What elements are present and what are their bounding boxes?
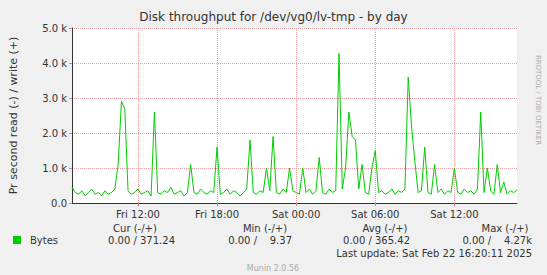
svg-text:Sat 06:00: Sat 06:00 xyxy=(351,209,399,220)
svg-text:0.00 / 4.27k: 0.00 / 4.27k xyxy=(462,235,532,246)
svg-text:2.0 k: 2.0 k xyxy=(42,128,67,139)
svg-text:4.0 k: 4.0 k xyxy=(42,58,67,69)
svg-text:Avg (-/+): Avg (-/+) xyxy=(363,223,408,234)
svg-text:Min (-/+): Min (-/+) xyxy=(243,223,287,234)
svg-text:Fri 18:00: Fri 18:00 xyxy=(195,209,239,220)
svg-text:Bytes: Bytes xyxy=(30,235,58,246)
svg-text:1.0 k: 1.0 k xyxy=(42,163,67,174)
svg-text:Sat 12:00: Sat 12:00 xyxy=(430,209,478,220)
svg-text:0.00 / 9.37: 0.00 / 9.37 xyxy=(228,235,292,246)
svg-text:Fri 12:00: Fri 12:00 xyxy=(116,209,160,220)
svg-text:0.00 / 365.42: 0.00 / 365.42 xyxy=(343,235,410,246)
svg-text:Munin 2.0.56: Munin 2.0.56 xyxy=(247,264,299,273)
svg-text:Disk throughput for /dev/vg0/l: Disk throughput for /dev/vg0/lv-tmp - by… xyxy=(139,10,407,24)
svg-text:0.00 / 371.24: 0.00 / 371.24 xyxy=(108,235,175,246)
svg-text:Pr second read (-) / write (+): Pr second read (-) / write (+) xyxy=(7,37,20,195)
svg-text:Cur (-/+): Cur (-/+) xyxy=(113,223,157,234)
svg-text:Last update: Sat Feb 22 16:20:: Last update: Sat Feb 22 16:20:11 2025 xyxy=(336,248,532,259)
svg-text:RRDTOOL / TOBI OETIKER: RRDTOOL / TOBI OETIKER xyxy=(534,55,542,145)
svg-text:3.0 k: 3.0 k xyxy=(42,93,67,104)
svg-text:0.0: 0.0 xyxy=(51,198,67,209)
svg-text:Sat 00:00: Sat 00:00 xyxy=(272,209,320,220)
svg-text:Max (-/+): Max (-/+) xyxy=(481,223,528,234)
svg-text:5.0 k: 5.0 k xyxy=(42,23,67,34)
